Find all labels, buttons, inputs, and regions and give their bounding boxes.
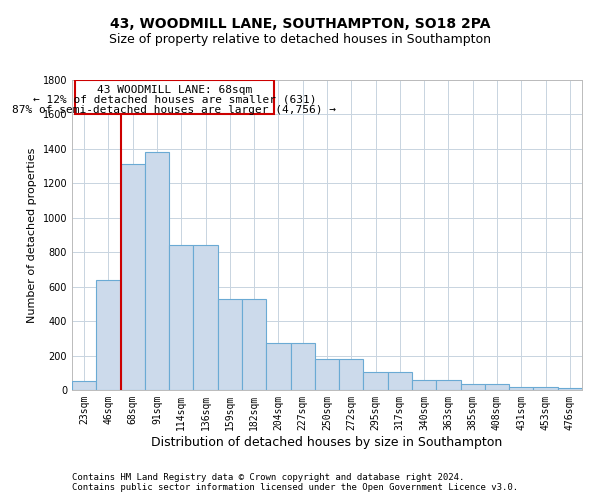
Bar	[461, 384, 485, 390]
Bar	[339, 359, 364, 390]
Bar	[121, 164, 145, 390]
Y-axis label: Number of detached properties: Number of detached properties	[27, 148, 37, 322]
Bar	[315, 359, 339, 390]
Bar	[533, 386, 558, 390]
Bar	[72, 382, 96, 390]
Bar	[169, 246, 193, 390]
Bar	[96, 280, 121, 390]
Bar	[412, 380, 436, 390]
Bar	[558, 388, 582, 390]
Bar	[193, 246, 218, 390]
Bar	[290, 342, 315, 390]
Bar	[509, 386, 533, 390]
Text: 87% of semi-detached houses are larger (4,756) →: 87% of semi-detached houses are larger (…	[13, 105, 337, 115]
Text: 43, WOODMILL LANE, SOUTHAMPTON, SO18 2PA: 43, WOODMILL LANE, SOUTHAMPTON, SO18 2PA	[110, 18, 490, 32]
Text: Contains HM Land Registry data © Crown copyright and database right 2024.: Contains HM Land Registry data © Crown c…	[72, 474, 464, 482]
Text: Size of property relative to detached houses in Southampton: Size of property relative to detached ho…	[109, 32, 491, 46]
FancyBboxPatch shape	[75, 80, 274, 114]
Bar	[436, 380, 461, 390]
Bar	[145, 152, 169, 390]
Bar	[266, 342, 290, 390]
Bar	[242, 298, 266, 390]
Text: 43 WOODMILL LANE: 68sqm: 43 WOODMILL LANE: 68sqm	[97, 84, 252, 94]
Bar	[388, 372, 412, 390]
Bar	[218, 298, 242, 390]
Bar	[485, 384, 509, 390]
Text: Contains public sector information licensed under the Open Government Licence v3: Contains public sector information licen…	[72, 484, 518, 492]
X-axis label: Distribution of detached houses by size in Southampton: Distribution of detached houses by size …	[151, 436, 503, 448]
Text: ← 12% of detached houses are smaller (631): ← 12% of detached houses are smaller (63…	[33, 95, 316, 105]
Bar	[364, 372, 388, 390]
